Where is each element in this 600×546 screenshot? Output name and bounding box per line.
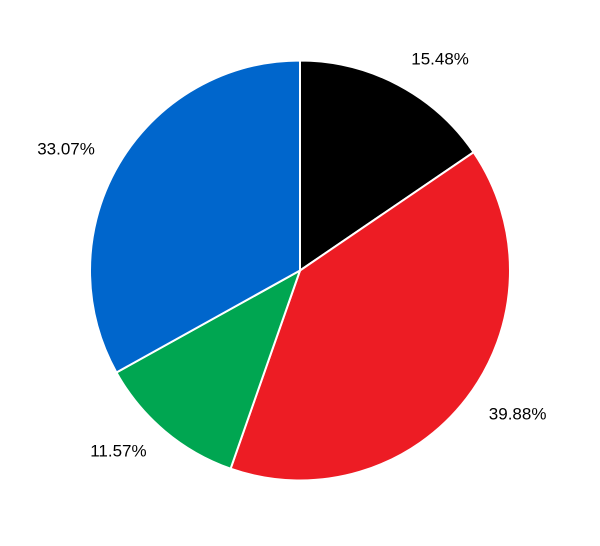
pie-label-0: 15.48% xyxy=(411,50,469,70)
pie-label-3: 33.07% xyxy=(37,139,95,159)
pie-chart-container: 15.48% 39.88% 11.57% 33.07% xyxy=(0,0,600,541)
pie-label-2: 11.57% xyxy=(90,442,146,462)
pie-label-1: 39.88% xyxy=(489,405,547,425)
